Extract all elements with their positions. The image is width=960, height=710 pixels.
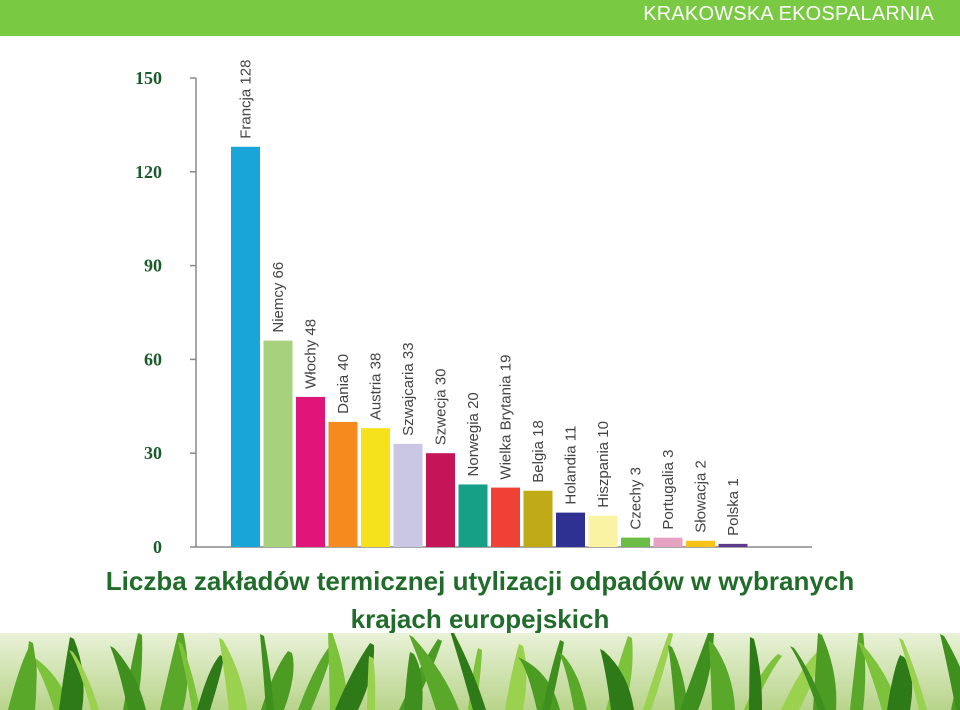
bar-data-label: Holandia 11 xyxy=(563,426,580,505)
bar-belgia xyxy=(523,490,553,547)
bar-portugalia xyxy=(653,537,683,547)
grass-blade xyxy=(709,641,735,710)
bar-francja xyxy=(231,146,260,547)
bar-data-label: Czechy 3 xyxy=(628,467,645,530)
grass-blade xyxy=(813,633,837,710)
brand-title: KRAKOWSKA EKOSPALARNIA xyxy=(643,3,934,25)
grass-blade xyxy=(367,656,376,710)
bar-data-label: Niemcy 66 xyxy=(270,262,287,333)
bar-włochy xyxy=(296,396,325,547)
bar-słowacja xyxy=(686,540,715,547)
chart-bar-labels: Francja 128 Niemcy 66 Włochy 48 Dania 40 Aus… xyxy=(238,60,743,536)
grass-blade xyxy=(450,633,486,710)
grass-blade xyxy=(59,637,84,710)
bar-data-label: Włochy 48 xyxy=(303,319,320,389)
grass-blade xyxy=(749,637,763,710)
bar-holandia xyxy=(556,512,585,547)
bar-data-label: Szwajcaria 33 xyxy=(400,342,417,435)
y-tick-label: 30 xyxy=(144,443,162,463)
grass-blade xyxy=(219,638,247,710)
header-bar: KRAKOWSKA EKOSPALARNIA xyxy=(0,0,960,36)
grass-blade xyxy=(260,634,274,710)
grass-blade xyxy=(298,647,333,710)
bar-norwegia xyxy=(458,484,488,547)
bar-data-label: Dania 40 xyxy=(335,354,352,414)
bar-data-label: Wielka Brytania 19 xyxy=(498,355,515,480)
grass-blade xyxy=(643,633,673,710)
bar-szwecja xyxy=(426,453,455,547)
grass-blade xyxy=(790,646,826,710)
grass-banner xyxy=(0,633,960,710)
y-tick-label: 0 xyxy=(153,537,162,557)
grass-blade xyxy=(328,633,348,710)
bar-data-label: Francja 128 xyxy=(238,60,255,139)
bar-data-label: Belgia 18 xyxy=(530,420,547,483)
grass-blade xyxy=(69,650,99,710)
bar-data-label: Norwegia 20 xyxy=(465,392,482,476)
bar-czechy xyxy=(621,537,650,547)
grass-blade xyxy=(335,643,375,710)
grass-blade xyxy=(899,638,927,710)
bar-dania xyxy=(328,421,358,547)
bar-data-label: Hiszpania 10 xyxy=(595,421,612,508)
y-tick-label: 90 xyxy=(144,256,162,276)
bar-data-label: Polska 1 xyxy=(725,478,742,536)
bar-data-label: Portugalia 3 xyxy=(660,450,677,530)
bar-data-label: Szwecja 30 xyxy=(433,368,450,445)
bar-data-label: Austria 38 xyxy=(368,353,385,421)
chart-caption: Liczba zakładów termicznej utylizacji od… xyxy=(0,562,960,638)
grass-blade xyxy=(600,649,634,710)
grass-blade xyxy=(542,640,564,710)
caption-line-1: Liczba zakładów termicznej utylizacji od… xyxy=(105,566,855,596)
grass-blade xyxy=(178,642,200,710)
grass-blade xyxy=(887,655,913,710)
bar-austria xyxy=(361,428,390,547)
grass-blade xyxy=(940,634,960,710)
grass-blade xyxy=(680,633,714,710)
grass-blade xyxy=(8,647,37,710)
bar-chart: 0 30 60 90 120 150 Francja 128 Niemcy 66 Włochy… xyxy=(135,60,812,557)
grass-blade xyxy=(559,653,587,710)
grass-blade xyxy=(850,633,866,710)
y-tick-label: 60 xyxy=(144,349,162,369)
grass-blade xyxy=(409,635,459,710)
grass-blade xyxy=(781,650,823,710)
y-tick-label: 150 xyxy=(135,68,162,88)
bar-niemcy xyxy=(263,340,293,547)
y-tick-label: 120 xyxy=(135,162,162,182)
grass-blade xyxy=(858,642,900,710)
grass-blade xyxy=(404,652,423,710)
bar-hiszpania xyxy=(588,515,618,547)
caption-line-2: krajach europejskich xyxy=(350,604,610,634)
bar-wielka-brytania xyxy=(491,487,520,547)
grass-blade xyxy=(668,645,688,710)
grass-blade xyxy=(197,655,224,710)
grass-blade xyxy=(110,646,146,710)
bar-polska xyxy=(718,543,748,547)
grass-image xyxy=(0,633,960,710)
chart-bars xyxy=(231,146,748,547)
bar-data-label: Słowacja 2 xyxy=(693,460,710,533)
bar-szwajcaria xyxy=(393,443,423,547)
